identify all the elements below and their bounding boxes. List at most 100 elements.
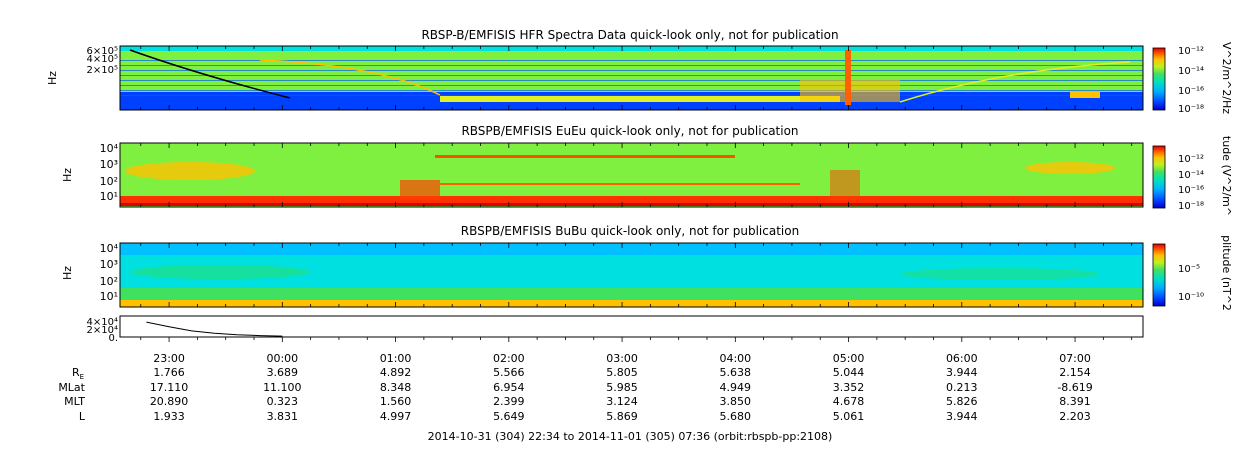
- panel-eueu-title: RBSPB/EMFISIS EuEu quick-look only, not …: [461, 124, 798, 138]
- panel-hfr-colorbar: [1152, 47, 1166, 111]
- panel-line-ytick-1: 4×10⁴: [87, 317, 118, 328]
- panel-eueu-cbtick-4: 10⁻¹⁸: [1178, 201, 1204, 212]
- ephem-value: 3.850: [720, 395, 752, 408]
- panel-hfr-marks: [120, 46, 1143, 110]
- ephem-value: 2.399: [493, 395, 525, 408]
- ephem-value: 5.649: [493, 410, 525, 423]
- ephem-value: 2.203: [1059, 410, 1091, 423]
- eueu-burst: [400, 180, 440, 200]
- bubu-hiss: [900, 268, 1100, 280]
- ephem-value: 6.954: [493, 381, 525, 394]
- ephem-value: 5.044: [833, 366, 865, 379]
- eueu-hiss: [125, 162, 255, 180]
- bubu-lower-band: [120, 288, 1143, 300]
- bubu-lowest-band: [120, 300, 1143, 307]
- panel-bubu-cbtick-1: 10⁻⁵: [1178, 264, 1200, 275]
- panel-hfr-cbtick-3: 10⁻¹⁶: [1178, 86, 1204, 97]
- ephem-value: 5.680: [720, 410, 752, 423]
- time-label-3: 02:00: [493, 352, 525, 365]
- panel-bubu-marks: [120, 243, 1143, 307]
- hfr-stripe: [120, 90, 1143, 91]
- hfr-stripe: [120, 75, 1143, 76]
- panel-line-frame: [119, 315, 1144, 338]
- eueu-burst: [830, 170, 860, 200]
- hfr-stripe: [120, 65, 1143, 66]
- ephem-value: 5.985: [606, 381, 638, 394]
- ephem-value: 3.944: [946, 366, 978, 379]
- time-label-1: 00:00: [266, 352, 298, 365]
- ephem-value: 5.869: [606, 410, 638, 423]
- eueu-low-freq-band: [120, 203, 1143, 206]
- panel-hfr-cbtick-4: 10⁻¹⁸: [1178, 104, 1204, 115]
- ephem-label-mlt: MLT: [64, 395, 85, 408]
- ephem-value: 4.678: [833, 395, 865, 408]
- ephem-value: 0.323: [267, 395, 299, 408]
- panel-bubu-ytick-3: 10²: [100, 275, 118, 288]
- panel-eueu-xticks: [140, 143, 1133, 207]
- panel-eueu-cblabel: tude (V^2/m^: [1220, 136, 1233, 216]
- time-label-7: 06:00: [946, 352, 978, 365]
- panel-hfr: RBSP-B/EMFISIS HFR Spectra Data quick-lo…: [46, 28, 1233, 115]
- ephem-value: 3.831: [267, 410, 299, 423]
- panel-eueu: RBSPB/EMFISIS EuEu quick-look only, not …: [61, 124, 1233, 216]
- ephem-label-r-sub: E: [80, 373, 84, 381]
- panel-bubu-cbtick-2: 10⁻¹⁰: [1178, 292, 1204, 303]
- panel-eueu-cbtick-3: 10⁻¹⁶: [1178, 185, 1204, 196]
- panel-hfr-cblabel: V^2/m^2/Hz: [1220, 42, 1233, 114]
- ephem-value: 3.124: [606, 395, 638, 408]
- panel-eueu-ytick-2: 10³: [100, 158, 118, 171]
- ephem-value: 8.348: [380, 381, 412, 394]
- panel-hfr-ylabel: Hz: [46, 71, 59, 85]
- hfr-emission: [845, 50, 851, 105]
- ephem-value: 1.766: [153, 366, 185, 379]
- panel-eueu-cbtick-1: 10⁻¹²: [1178, 154, 1204, 165]
- ephem-label-mlat: MLat: [58, 381, 85, 394]
- ephemeris-table: RE MLat MLT L 1.766 3.689 4.892 5.566 5.805 5…: [58, 366, 1092, 423]
- eueu-low-freq-band: [120, 196, 1143, 204]
- hfr-stripe: [120, 70, 1143, 71]
- ephem-value: 5.061: [833, 410, 865, 423]
- time-label-2: 01:00: [380, 352, 412, 365]
- panel-hfr-ytick-1: 6×10⁵: [87, 46, 118, 57]
- panel-eueu-colorbar: [1152, 145, 1166, 209]
- hfr-emission: [440, 96, 840, 102]
- footer-timespan: 2014-10-31 (304) 22:34 to 2014-11-01 (30…: [428, 430, 833, 443]
- ephem-value: 5.566: [493, 366, 525, 379]
- ephem-value: 11.100: [263, 381, 302, 394]
- ephem-value: 3.352: [833, 381, 865, 394]
- hfr-stripe: [120, 80, 1143, 81]
- panel-hfr-cbtick-2: 10⁻¹⁴: [1178, 66, 1204, 77]
- panel-line-plot: [120, 316, 1143, 337]
- time-label-6: 05:00: [833, 352, 865, 365]
- hfr-upper-hybrid: [899, 61, 1131, 103]
- panel-hfr-frame: [119, 45, 1144, 111]
- eueu-chorus: [435, 155, 735, 158]
- panel-bubu-ytick-4: 10¹: [100, 290, 118, 303]
- hfr-cutoff-line: [129, 49, 291, 99]
- time-label-4: 03:00: [606, 352, 638, 365]
- bubu-upper-band: [120, 243, 1143, 255]
- ephem-value: 3.689: [267, 366, 299, 379]
- ephem-value: 4.949: [720, 381, 752, 394]
- time-label-0: 23:00: [153, 352, 185, 365]
- panel-bubu-xticks: [140, 243, 1133, 307]
- panel-hfr-ytick-3: 2×10⁵: [87, 65, 118, 76]
- ephem-label-re: RE: [72, 366, 84, 381]
- panel-line-series: [146, 321, 283, 337]
- time-label-5: 04:00: [719, 352, 751, 365]
- ephem-value: 17.110: [150, 381, 189, 394]
- time-label-8: 07:00: [1059, 352, 1091, 365]
- panel-bubu-ytick-2: 10³: [100, 258, 118, 271]
- panel-line-ytick-2: 2×10⁴: [87, 325, 118, 336]
- panel-eueu-frame: [119, 142, 1144, 208]
- ephem-value: 5.805: [606, 366, 638, 379]
- ephem-value: 4.997: [380, 410, 412, 423]
- panel-hfr-xticks: [140, 46, 1133, 110]
- panel-eueu-ylabel: Hz: [61, 168, 74, 182]
- panel-bubu-ylabel: Hz: [61, 266, 74, 280]
- panel-eueu-marks: [120, 155, 1143, 206]
- panel-line-ytick-3: 0.: [108, 333, 118, 344]
- hfr-emission: [1070, 92, 1100, 98]
- panel-eueu-ytick-4: 10¹: [100, 190, 118, 203]
- ephem-value: 2.154: [1059, 366, 1091, 379]
